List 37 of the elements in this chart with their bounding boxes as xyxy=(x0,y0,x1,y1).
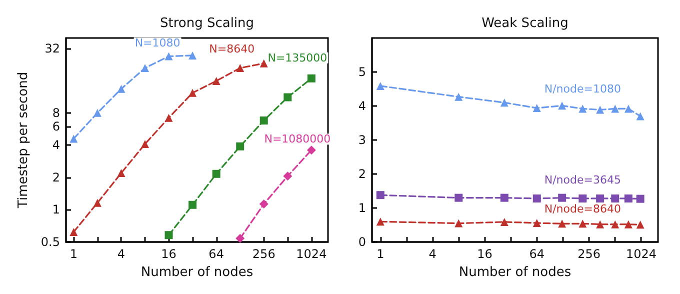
y-tick-label: 5 xyxy=(358,65,366,79)
x-tick-label: 1024 xyxy=(626,247,656,261)
y-tick-label: 2 xyxy=(358,167,366,181)
chart-title: Weak Scaling xyxy=(482,16,568,31)
y-axis-title: Timestep per second xyxy=(16,72,32,210)
x-axis-title: Number of nodes xyxy=(458,265,572,280)
y-tick-label: 0.5 xyxy=(40,235,60,249)
series-label: N=1080000 xyxy=(264,132,331,146)
series-label: N/node=3645 xyxy=(544,173,621,186)
y-tick-label: 8 xyxy=(52,106,60,120)
chart-title: Strong Scaling xyxy=(160,16,254,31)
series-label: N=135000 xyxy=(268,51,328,64)
x-tick-label: 1 xyxy=(70,247,78,261)
y-tick-label: 2 xyxy=(52,170,60,184)
x-tick-label: 64 xyxy=(529,247,545,261)
y-tick-label: 6 xyxy=(52,119,60,134)
series-label: N=1080 xyxy=(134,36,180,50)
x-tick-label: 16 xyxy=(161,247,176,261)
x-tick-label: 1024 xyxy=(296,247,327,261)
y-tick-label: 1 xyxy=(52,202,60,217)
y-tick-label: 3 xyxy=(358,133,366,147)
y-tick-label: 32 xyxy=(44,41,60,56)
x-tick-label: 4 xyxy=(428,247,436,261)
x-tick-label: 4 xyxy=(117,247,126,261)
series-label: N/node=8640 xyxy=(544,202,621,216)
x-tick-label: 256 xyxy=(578,247,600,261)
x-tick-label: 16 xyxy=(477,247,492,261)
y-tick-label: 0 xyxy=(358,235,366,249)
y-tick-label: 4 xyxy=(52,138,60,152)
x-tick-label: 1 xyxy=(376,247,384,261)
y-tick-label: 1 xyxy=(358,201,366,215)
x-axis-title: Number of nodes xyxy=(140,265,254,280)
x-tick-label: 64 xyxy=(208,247,224,261)
series-label: N=8640 xyxy=(209,42,255,56)
series-label: N/node=1080 xyxy=(544,82,621,96)
y-tick-label: 4 xyxy=(358,99,366,113)
x-tick-label: 256 xyxy=(252,247,276,261)
